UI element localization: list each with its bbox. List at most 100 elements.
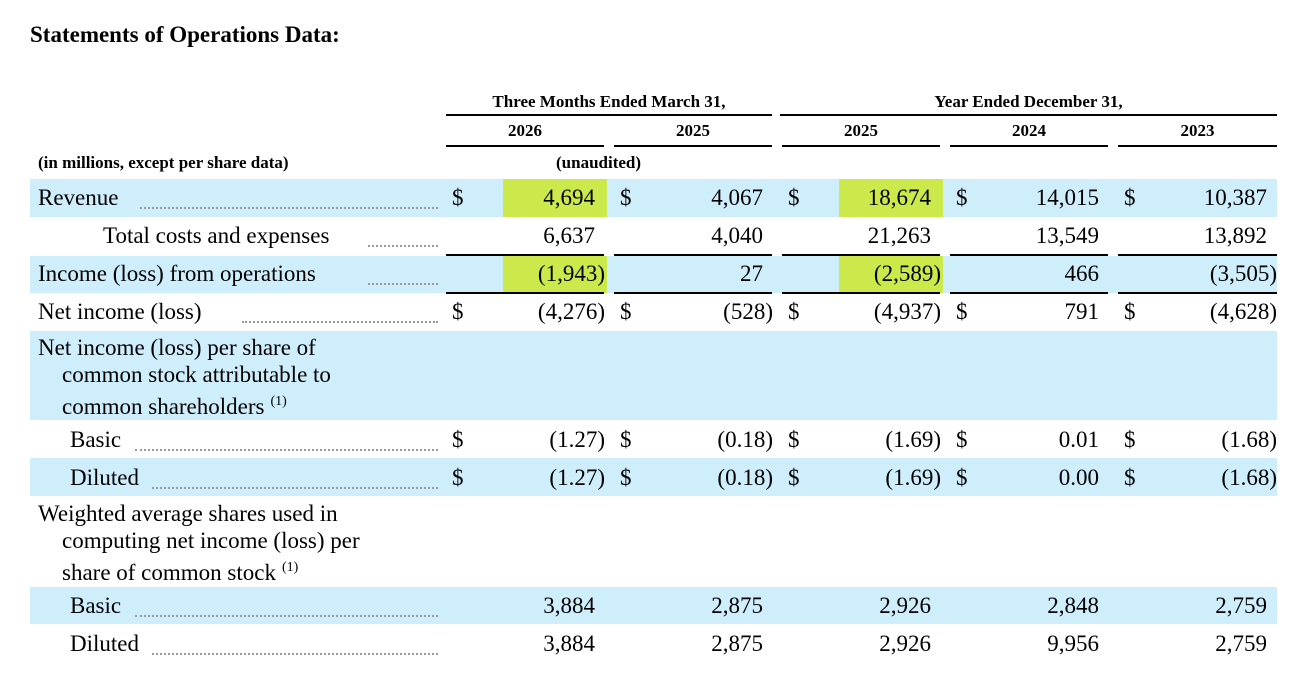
operations-2025: (2,589): [873, 261, 941, 286]
subtotal-rule: [1118, 292, 1277, 294]
unaudited-note: (unaudited): [556, 153, 642, 172]
subtotal-rule: [950, 254, 1108, 256]
column-header-2026-q1: 2026: [508, 121, 542, 140]
year-underline: [950, 145, 1108, 147]
eps-heading-line1: Net income (loss) per share of: [38, 335, 316, 360]
eps-diluted-2025: (1.69): [885, 465, 941, 490]
currency-symbol: $: [452, 185, 464, 210]
currency-symbol: $: [788, 427, 800, 452]
shares-diluted-2023: 2,759: [1215, 631, 1267, 656]
highlight-operations-2026: [503, 256, 607, 293]
row-band-shares-basic: [30, 587, 1277, 624]
subtotal-rule: [950, 292, 1108, 294]
revenue-2025: 18,674: [867, 185, 931, 210]
year-underline: [614, 145, 772, 147]
costs-2026-q1: 6,637: [543, 223, 595, 248]
eps-basic-2024: 0.01: [1058, 427, 1099, 452]
eps-basic-2025: (1.69): [885, 427, 941, 452]
leader-dots: [152, 485, 438, 489]
operations-2025-q1: 27: [740, 261, 763, 286]
row-label-shares-basic: Basic: [70, 593, 122, 618]
highlight-revenue-2026: [503, 179, 607, 217]
subtotal-rule: [614, 254, 772, 256]
group-underline-year-ended: [780, 114, 1277, 116]
shares-basic-2024: 2,848: [1047, 593, 1099, 618]
page-title: Statements of Operations Data:: [30, 22, 340, 47]
eps-diluted-2024: 0.00: [1058, 465, 1099, 490]
currency-symbol: $: [620, 299, 632, 324]
subtotal-rule: [614, 292, 772, 294]
currency-symbol: $: [1124, 299, 1136, 324]
net-income-2023: (4,628): [1209, 299, 1277, 324]
highlight-operations-2025: [839, 256, 943, 293]
leader-dots: [242, 319, 438, 323]
shares-diluted-2025: 2,926: [879, 631, 931, 656]
shares-basic-2025: 2,926: [879, 593, 931, 618]
currency-symbol: $: [788, 185, 800, 210]
shares-basic-2026-q1: 3,884: [543, 593, 595, 618]
row-band-revenue: [30, 179, 1277, 217]
group-header-three-months: Three Months Ended March 31,: [492, 92, 726, 111]
shares-heading-line3: share of common stock (1): [38, 554, 360, 586]
highlight-revenue-2025: [839, 179, 943, 217]
eps-basic-2025-q1: (0.18): [717, 427, 773, 452]
currency-symbol: $: [452, 299, 464, 324]
column-header-2025-year: 2025: [844, 121, 878, 140]
currency-symbol: $: [452, 427, 464, 452]
row-label-eps-diluted: Diluted: [70, 465, 139, 490]
revenue-2024: 14,015: [1035, 185, 1099, 210]
footnote-marker: (1): [281, 560, 299, 575]
eps-diluted-2026-q1: (1.27): [549, 465, 605, 490]
currency-symbol: $: [1124, 185, 1136, 210]
operations-2026-q1: (1,943): [537, 261, 605, 286]
row-label-total-costs: Total costs and expenses: [103, 223, 330, 248]
currency-symbol: $: [1124, 465, 1136, 490]
year-underline: [782, 145, 940, 147]
group-underline-three-months: [446, 114, 772, 116]
year-underline: [1118, 145, 1277, 147]
operations-2024: 466: [1064, 261, 1100, 286]
leader-dots: [152, 651, 438, 655]
shares-basic-2025-q1: 2,875: [711, 593, 763, 618]
shares-diluted-2025-q1: 2,875: [711, 631, 763, 656]
eps-diluted-2025-q1: (0.18): [717, 465, 773, 490]
leader-dots: [140, 205, 438, 209]
row-band-eps-diluted: [30, 458, 1277, 496]
costs-2023: 13,892: [1203, 223, 1267, 248]
units-note: (in millions, except per share data): [38, 153, 289, 172]
leader-dots: [135, 447, 438, 451]
shares-heading-line2: computing net income (loss) per: [62, 528, 360, 553]
column-header-2025-q1: 2025: [676, 121, 710, 140]
row-label-net-income: Net income (loss): [38, 299, 202, 324]
eps-heading-line3-text: common shareholders: [62, 394, 265, 419]
subtotal-rule: [1118, 254, 1277, 256]
row-label-eps-basic: Basic: [70, 427, 122, 452]
column-header-2023-year: 2023: [1180, 121, 1215, 140]
eps-basic-2023: (1.68): [1221, 427, 1277, 452]
row-label-income-from-operations: Income (loss) from operations: [38, 261, 316, 286]
subtotal-rule: [782, 292, 940, 294]
currency-symbol: $: [956, 427, 968, 452]
group-header-year-ended: Year Ended December 31,: [934, 92, 1123, 111]
column-header-2024-year: 2024: [1012, 121, 1046, 140]
eps-heading-line3: common shareholders (1): [38, 388, 331, 420]
net-income-2024: 791: [1064, 299, 1100, 324]
eps-diluted-2023: (1.68): [1221, 465, 1277, 490]
currency-symbol: $: [788, 299, 800, 324]
row-band-eps-heading: [30, 331, 1277, 420]
leader-dots: [135, 613, 438, 617]
currency-symbol: $: [620, 427, 632, 452]
shares-heading-line1: Weighted average shares used in: [38, 501, 338, 526]
costs-2025-q1: 4,040: [711, 223, 763, 248]
net-income-2025: (4,937): [873, 299, 941, 324]
currency-symbol: $: [956, 185, 968, 210]
revenue-2025-q1: 4,067: [711, 185, 763, 210]
revenue-2026-q1: 4,694: [543, 185, 595, 210]
net-income-2025-q1: (528): [723, 299, 773, 324]
shares-diluted-2024: 9,956: [1047, 631, 1099, 656]
currency-symbol: $: [620, 185, 632, 210]
operations-2023: (3,505): [1209, 261, 1277, 286]
year-underline: [446, 145, 604, 147]
leader-dots: [368, 243, 438, 247]
currency-symbol: $: [956, 465, 968, 490]
